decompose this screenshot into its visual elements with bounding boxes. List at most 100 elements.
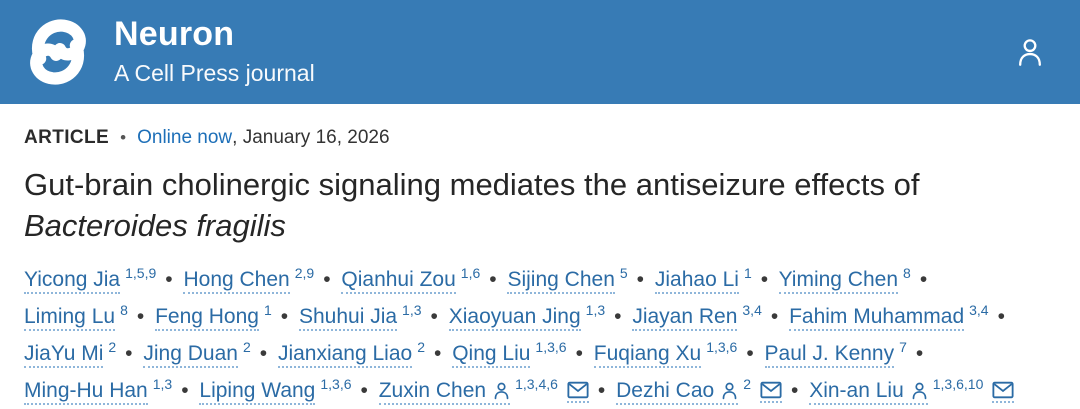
author-separator: • (125, 342, 133, 365)
meta-separator: • (120, 128, 127, 147)
author-separator: • (997, 305, 1005, 328)
author-email-link[interactable] (759, 381, 782, 403)
article-title: Gut-brain cholinergic signaling mediates… (24, 164, 1056, 246)
online-now-link[interactable]: Online now (137, 127, 233, 148)
author-affiliations: 1 (263, 302, 272, 318)
author-separator: • (280, 305, 289, 328)
author-link[interactable]: Xin-an Liu (809, 379, 928, 405)
corresponding-person-icon (494, 382, 509, 400)
author-separator: • (434, 342, 442, 365)
author-item: Liping Wang 1,3,6 • (199, 376, 372, 405)
publish-date: , January 16, 2026 (232, 127, 390, 148)
author-affiliations: 1,6 (460, 265, 481, 281)
author-affiliations: 1,3 (585, 302, 606, 318)
author-item: Fuqiang Xu 1,3,6 • (593, 339, 759, 368)
author-affiliations: 2 (743, 376, 751, 392)
author-item: Liming Lu 8 • (24, 303, 149, 331)
author-item: Jing Duan 2 • (143, 339, 272, 368)
author-link[interactable]: Qianhui Zou (341, 268, 456, 294)
author-item: Qianhui Zou 1,6 • (341, 265, 501, 294)
author-affiliations: 5 (619, 265, 628, 281)
author-email-link[interactable] (992, 381, 1015, 403)
author-affiliations: 1,3,6,10 (932, 376, 984, 392)
author-separator: • (575, 342, 583, 365)
author-link[interactable]: Paul J. Kenny (764, 342, 895, 368)
author-link[interactable]: Jing Duan (143, 342, 238, 368)
author-item: Xiaoyuan Jing 1,3 • (448, 302, 627, 331)
author-affiliations: 7 (899, 339, 907, 355)
author-link[interactable]: Jiayan Ren (632, 305, 738, 331)
article-meta: ARTICLE • Online now , January 16, 2026 (24, 127, 1056, 149)
author-link[interactable]: Shuhui Jia (298, 305, 398, 331)
author-affiliations: 1,3,4,6 (515, 376, 558, 392)
author-separator: • (770, 305, 779, 328)
author-affiliations: 2,9 (294, 265, 315, 281)
author-separator: • (597, 379, 606, 402)
author-list: Yicong Jia 1,5,9 • Hong Chen 2,9 • Qianhui Z… (24, 261, 1056, 409)
author-link[interactable]: Zuxin Chen (378, 379, 511, 405)
author-item: Yicong Jia 1,5,9 • (24, 266, 178, 294)
author-item: Xin-an Liu 1,3,6,10 (809, 376, 1015, 405)
author-affiliations: 3,4 (742, 302, 762, 318)
author-link[interactable]: Yiming Chen (778, 268, 899, 294)
article-title-text: Gut-brain cholinergic signaling mediates… (24, 167, 920, 202)
author-separator: • (746, 342, 754, 365)
journal-name: Neuron (114, 15, 235, 54)
author-item: Ming-Hu Han 1,3 • (24, 376, 194, 405)
cell-press-logo-icon (30, 19, 86, 85)
author-item: Feng Hong 1 • (155, 302, 293, 331)
author-separator: • (360, 379, 368, 402)
author-link[interactable]: Yicong Jia (24, 268, 121, 294)
author-link[interactable]: Xiaoyuan Jing (448, 305, 581, 331)
author-affiliations: 1,3,6 (320, 376, 352, 392)
author-affiliations: 2 (242, 339, 251, 355)
author-link[interactable]: Hong Chen (183, 268, 290, 294)
author-item: Sijing Chen 5 • (507, 265, 649, 294)
author-item: Jiayan Ren 3,4 • (632, 302, 783, 331)
author-link[interactable]: Fahim Muhammad (789, 305, 965, 331)
author-item: Fahim Muhammad 3,4 • (789, 302, 1010, 331)
author-separator: • (259, 342, 268, 365)
author-link[interactable]: Sijing Chen (507, 268, 615, 294)
author-link[interactable]: Liping Wang (199, 379, 316, 405)
author-item: Jianxiang Liao 2 • (277, 340, 446, 368)
email-icon (992, 381, 1014, 399)
author-affiliations: 8 (903, 265, 911, 281)
author-separator: • (636, 268, 645, 291)
person-icon (1019, 39, 1041, 66)
author-separator: • (430, 305, 438, 328)
author-separator: • (919, 268, 928, 291)
journal-subtitle: A Cell Press journal (114, 59, 315, 86)
author-link[interactable]: Jiahao Li (654, 268, 739, 294)
author-email-link[interactable] (566, 381, 589, 403)
author-affiliations: 1,3,6 (706, 339, 738, 355)
author-item: Hong Chen 2,9 • (183, 265, 335, 294)
journal-header: Neuron A Cell Press journal (0, 0, 1080, 104)
author-link[interactable]: Qing Liu (452, 342, 531, 368)
author-separator: • (614, 305, 622, 328)
article-type-label: ARTICLE (24, 127, 110, 148)
author-separator: • (181, 379, 189, 402)
author-link[interactable]: Ming-Hu Han (24, 379, 148, 405)
author-link[interactable]: Liming Lu (24, 305, 116, 331)
author-affiliations: 3,4 (969, 302, 989, 318)
author-affiliations: 2 (108, 339, 117, 355)
author-link[interactable]: Dezhi Cao (616, 379, 739, 405)
author-item: Qing Liu 1,3,6 • (452, 339, 588, 368)
author-affiliations: 1,3 (152, 376, 173, 392)
author-link[interactable]: Feng Hong (155, 305, 259, 331)
author-link[interactable]: Fuqiang Xu (593, 342, 702, 368)
author-item: Paul J. Kenny 7 • (764, 339, 929, 368)
corresponding-person-icon (912, 382, 927, 400)
author-affiliations: 1,3,6 (535, 339, 567, 355)
account-button[interactable] (1016, 37, 1044, 67)
author-link[interactable]: Jianxiang Liao (277, 342, 413, 368)
author-item: Shuhui Jia 1,3 • (298, 302, 443, 331)
author-affiliations: 1,3 (402, 302, 422, 318)
author-separator: • (760, 268, 769, 291)
author-separator: • (790, 379, 799, 402)
author-link[interactable]: JiaYu Mi (24, 342, 104, 368)
journal-home-link[interactable]: Neuron A Cell Press journal (26, 15, 315, 89)
email-icon (567, 381, 589, 399)
author-item: Yiming Chen 8 • (778, 265, 933, 294)
